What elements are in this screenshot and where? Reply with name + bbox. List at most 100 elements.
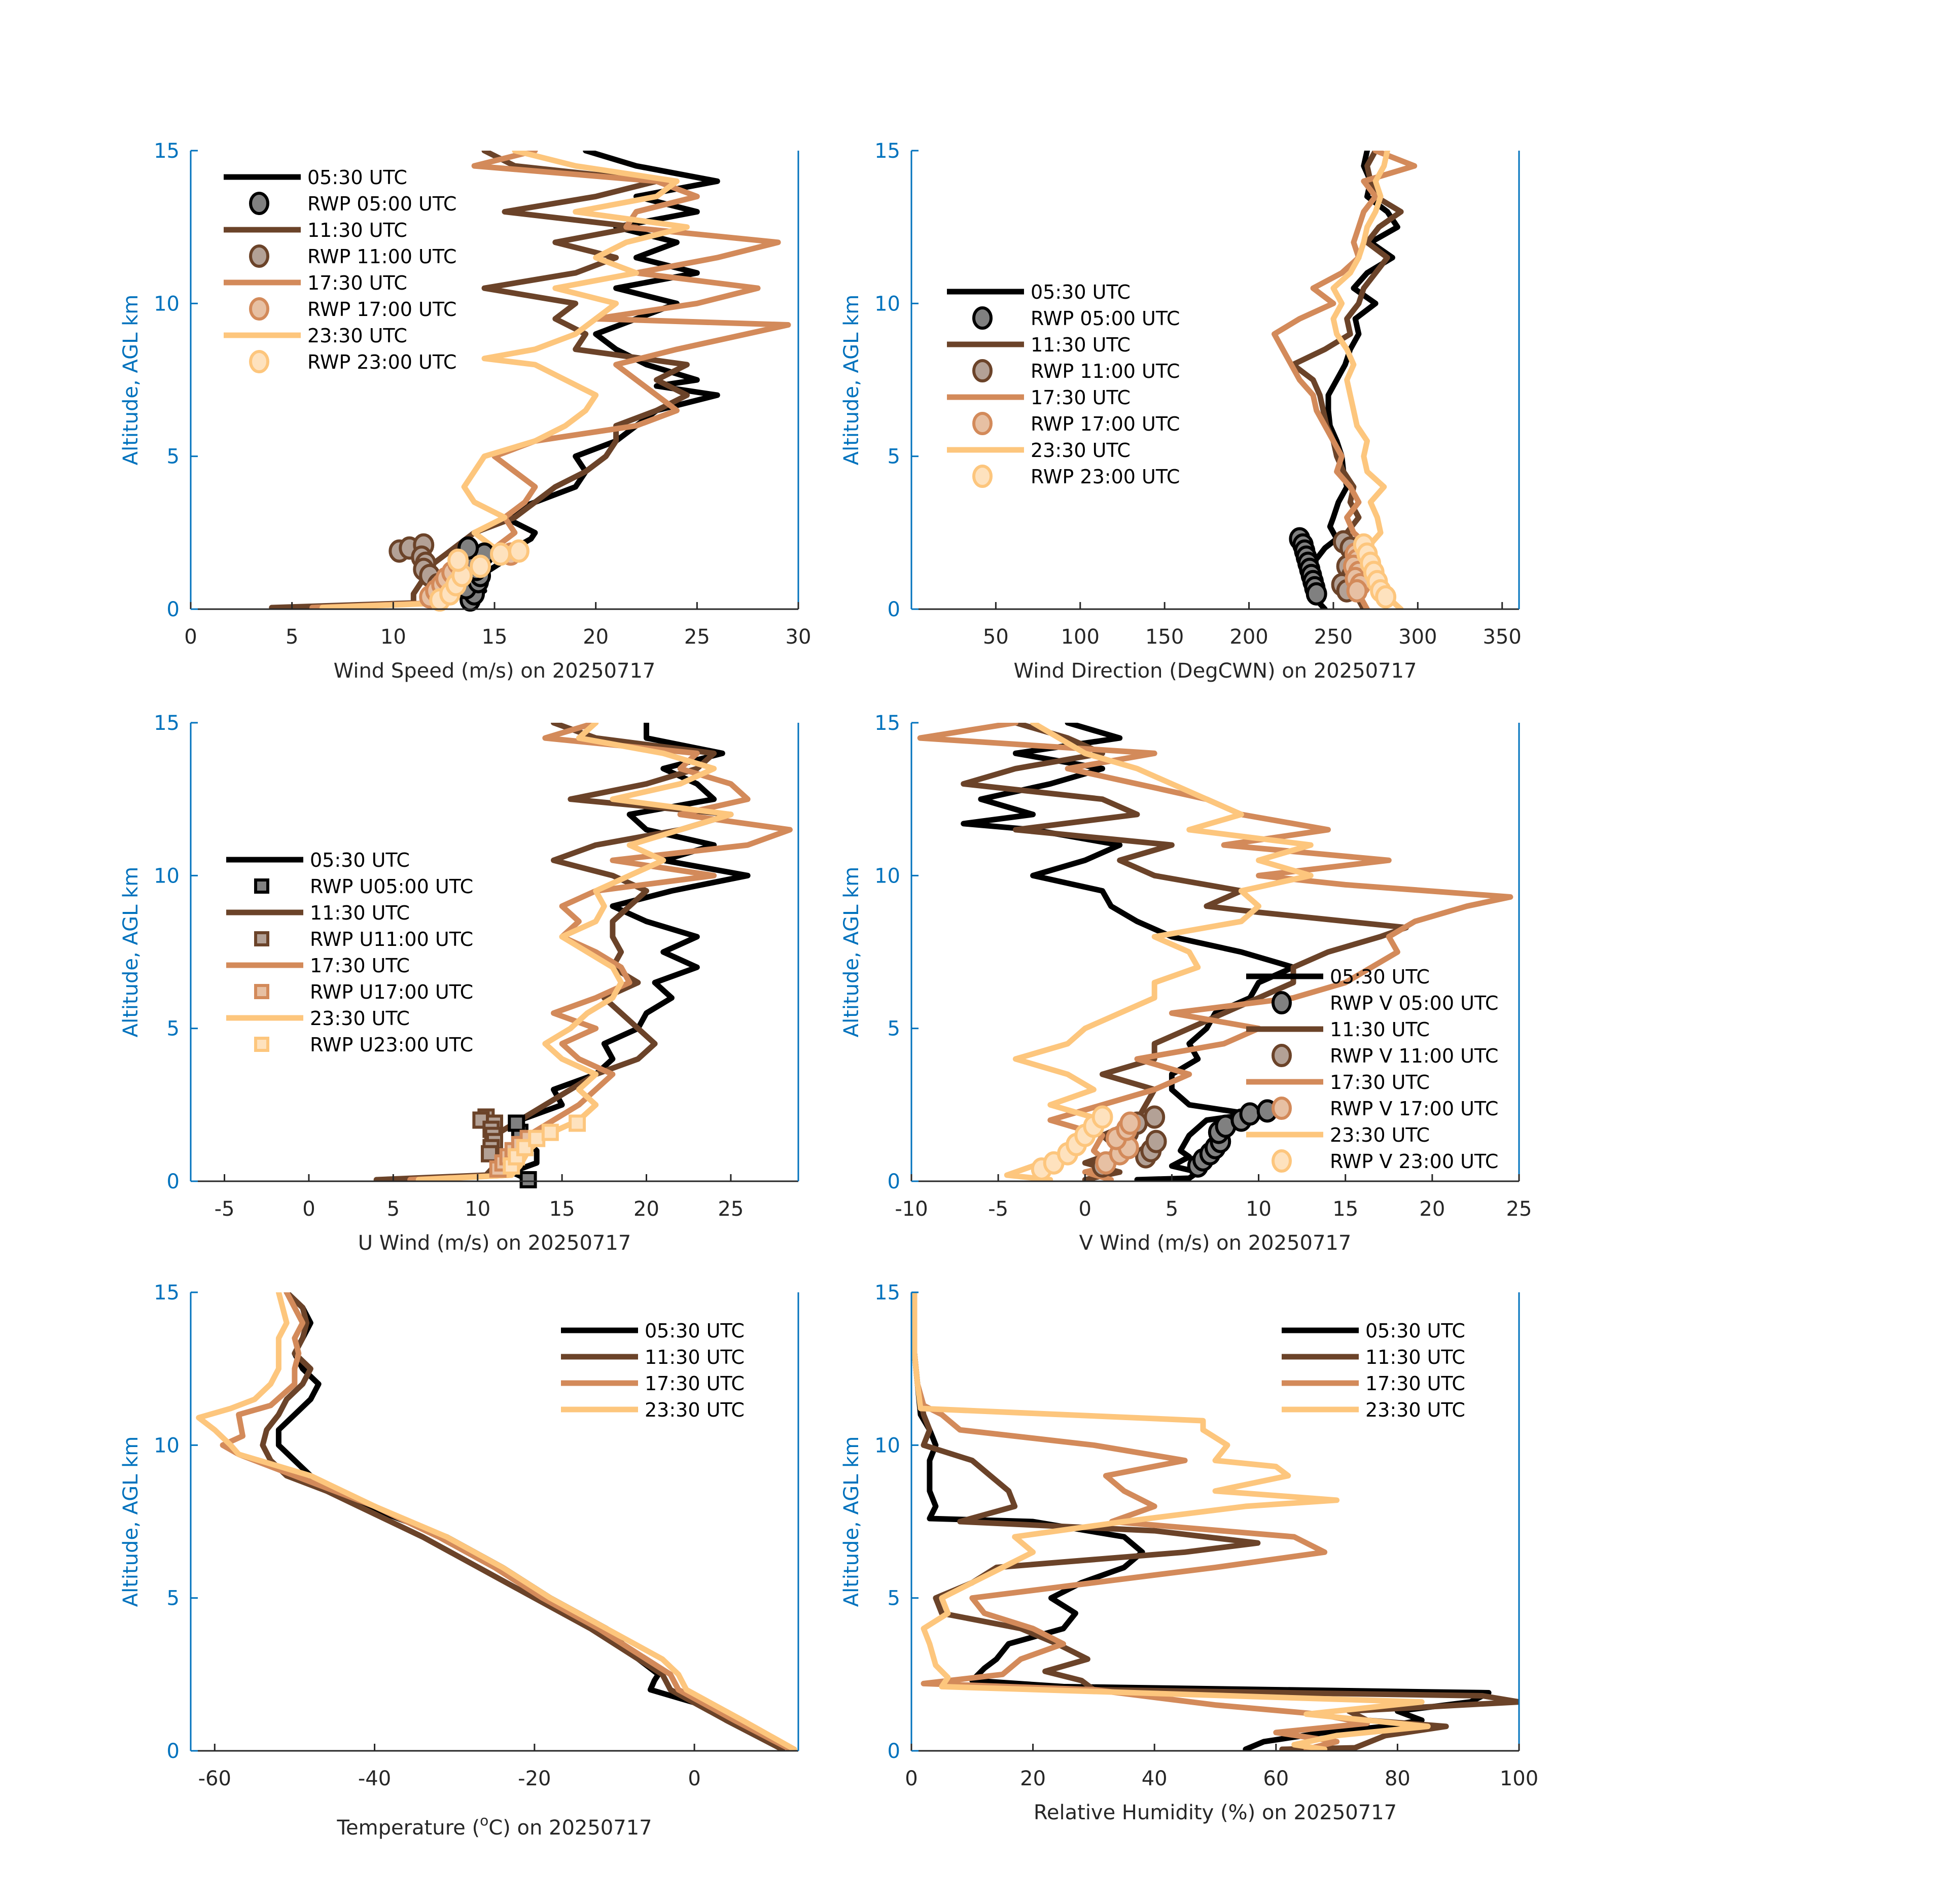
legend-marker-circle-icon [972,465,993,488]
legend-label: 17:30 UTC [1031,386,1131,409]
legend-item: RWP V 05:00 UTC [1272,991,1498,1014]
legend-item: 05:30 UTC [224,166,407,189]
legend-item: RWP V 11:00 UTC [1272,1044,1498,1067]
panel-temperature: -60 -40 -20 0 0 5 10 15 Temperature (oC) on 2025… [119,1281,799,1840]
x-tick-label: 10 [465,1197,490,1221]
x-tick-label: 10 [1246,1197,1272,1221]
legend-label: 05:30 UTC [1330,966,1430,988]
legend: 05:30 UTC RWP 05:00 UTC 11:30 UTC RWP 11:00… [224,166,456,373]
legend-marker-square-icon [254,931,269,946]
x-tick-label: -20 [518,1767,551,1790]
y-tick-label: 5 [888,1587,900,1610]
legend-marker-circle-icon [249,350,269,373]
y-tick-label: 0 [167,1740,180,1763]
series-line-0530 [508,723,751,1181]
y-tick-label: 5 [888,445,900,469]
legend-item: 05:30 UTC [226,849,410,871]
legend-item: 17:30 UTC [1282,1372,1465,1395]
legend-item: 23:30 UTC [1246,1124,1430,1146]
y-tick-label: 5 [888,1017,900,1041]
legend-label: RWP 05:00 UTC [1031,307,1180,330]
x-tick-label: 20 [1020,1767,1046,1790]
legend-label: 23:30 UTC [307,325,407,347]
legend-label: 11:30 UTC [307,219,407,241]
x-tick-label: 0 [1079,1197,1091,1221]
legend-marker-circle-icon [249,192,269,215]
legend-marker-square-icon [254,984,269,999]
y-tick-label: 15 [874,1281,900,1304]
y-axis-label: Altitude, AGL km [119,1436,143,1607]
x-tick-label: 0 [905,1767,918,1790]
rwp-marker [1091,1105,1113,1129]
legend-item: RWP 17:00 UTC [249,297,456,321]
legend-item: 11:30 UTC [224,219,407,241]
series-line-1730 [1272,151,1418,609]
legend: 05:30 UTC RWP V 05:00 UTC 11:30 UTC RWP V 1… [1246,966,1498,1173]
series-line-1130 [373,723,734,1181]
legend-label: RWP 17:00 UTC [307,298,456,321]
legend-item: RWP 05:00 UTC [249,192,456,215]
legend-marker-circle-icon [249,297,269,321]
legend-marker-circle-icon [1272,991,1292,1014]
y-tick-label: 0 [888,1170,900,1193]
rwp-marker [528,1130,546,1147]
x-tick-label: -40 [358,1767,391,1790]
legend-item: RWP 11:00 UTC [249,244,456,268]
rwp-marker [1346,579,1368,603]
legend: 05:30 UTC 11:30 UTC 17:30 UTC 23:30 UTC [561,1320,745,1421]
legend-label: 23:30 UTC [310,1007,410,1030]
x-tick-label: 350 [1483,625,1522,649]
legend-item: 17:30 UTC [226,955,410,977]
legend-label: 23:30 UTC [645,1399,745,1421]
x-tick-label: 25 [684,625,710,649]
x-tick-label: -5 [215,1197,235,1221]
legend-label: RWP 11:00 UTC [307,245,456,268]
legend-item: 05:30 UTC [1282,1320,1465,1342]
legend-label: 11:30 UTC [645,1346,745,1368]
legend-label: 17:30 UTC [310,955,410,977]
legend-item: 23:30 UTC [226,1007,410,1030]
y-tick-label: 5 [167,445,180,469]
legend-item: RWP 17:00 UTC [972,412,1180,435]
legend-label: RWP 05:00 UTC [307,193,456,215]
legend-label: 05:30 UTC [1365,1320,1465,1342]
legend-item: 23:30 UTC [1282,1399,1465,1421]
y-tick-label: 15 [874,139,900,163]
x-tick-label: 25 [1506,1197,1532,1221]
y-tick-label: 5 [167,1017,180,1041]
x-tick-label: 0 [184,625,197,649]
legend-item: 11:30 UTC [1246,1018,1430,1041]
rwp-marker [447,548,469,572]
legend-item: 23:30 UTC [224,325,407,347]
x-tick-label: 0 [688,1767,700,1790]
x-axis-label: Wind Direction (DegCWN) on 20250717 [1014,659,1417,683]
x-tick-label: 15 [549,1197,575,1221]
y-tick-label: 15 [154,712,180,735]
y-tick-label: 10 [874,864,900,888]
legend-item: RWP U11:00 UTC [254,928,473,950]
legend-item: RWP U17:00 UTC [254,981,473,1003]
legend-item: 11:30 UTC [226,902,410,924]
legend-marker-circle-icon [1272,1097,1292,1120]
y-tick-label: 10 [154,1434,180,1457]
y-tick-label: 15 [154,1281,180,1304]
legend-item: RWP 05:00 UTC [972,306,1180,330]
legend-label: RWP 17:00 UTC [1031,413,1180,435]
legend-marker-circle-icon [249,244,269,268]
rwp-marker [508,539,530,563]
legend-item: 17:30 UTC [224,272,407,294]
x-tick-label: 200 [1229,625,1268,649]
x-tick-label: 30 [786,625,812,649]
legend-label: RWP U17:00 UTC [310,981,473,1003]
rwp-marker [1239,1102,1261,1126]
series-line-1130 [269,151,690,609]
legend-item: RWP U05:00 UTC [254,875,473,898]
legend-label: RWP 23:00 UTC [1031,466,1180,488]
x-tick-label: 25 [718,1197,744,1221]
y-tick-label: 0 [888,598,900,621]
x-tick-label: 5 [387,1197,400,1221]
legend-marker-square-icon [254,878,269,894]
series-line-2330 [415,723,734,1181]
legend-item: 05:30 UTC [1246,966,1430,988]
